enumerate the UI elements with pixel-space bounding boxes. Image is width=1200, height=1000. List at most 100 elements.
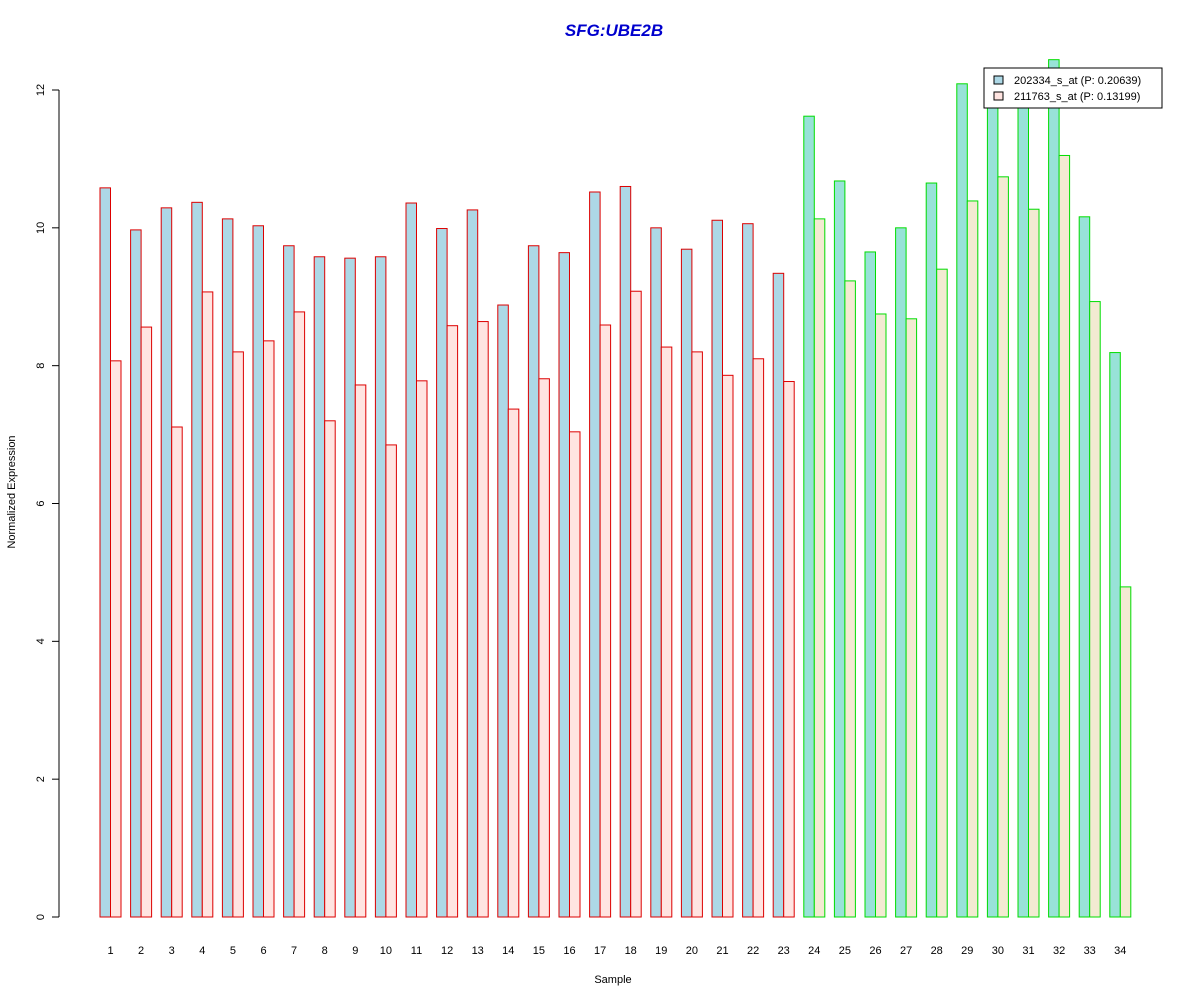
x-tick-label: 16 (563, 945, 575, 957)
x-axis-label: Sample (594, 974, 631, 986)
bar-series-1-sample-8 (313, 256, 326, 918)
bar-series-1-sample-17 (589, 191, 601, 918)
bar-series-1-sample-10 (374, 256, 387, 918)
x-tick-label: 12 (441, 945, 453, 957)
chart-title: SFG:UBE2B (565, 21, 663, 40)
bar-series-2-sample-15 (538, 378, 550, 918)
bar-series-2-sample-16 (569, 431, 581, 918)
bar-series-1-sample-12 (436, 228, 448, 918)
bar-series-2-sample-9 (354, 384, 367, 918)
x-tick-label: 2 (138, 945, 144, 957)
bar-series-2-sample-31 (1028, 208, 1040, 918)
x-tick-label: 11 (411, 945, 422, 957)
bar-series-1-sample-18 (619, 185, 632, 918)
legend-label-series-1: 202334_s_at (P: 0.20639) (1014, 75, 1141, 87)
x-tick-label: 22 (747, 945, 759, 957)
bar-series-2-sample-27 (905, 318, 918, 918)
legend-box (983, 67, 1163, 109)
x-tick-label: 8 (322, 945, 328, 957)
bar-series-1-sample-32 (1048, 59, 1060, 918)
y-tick-label: 6 (35, 500, 47, 506)
bar-series-1-sample-15 (527, 245, 540, 918)
x-tick-label: 14 (502, 945, 514, 957)
y-tick-label: 12 (35, 84, 47, 96)
bar-series-1-sample-9 (344, 257, 356, 918)
y-axis-label: Normalized Expression (6, 435, 18, 548)
bar-series-2-sample-4 (201, 291, 214, 918)
x-tick-label: 34 (1114, 945, 1126, 957)
bar-series-1-sample-21 (711, 219, 723, 918)
bars-group (99, 59, 1132, 918)
x-tick-label: 1 (107, 945, 113, 957)
bar-series-2-sample-30 (997, 176, 1009, 918)
x-tick-label: 5 (230, 945, 236, 957)
bar-series-2-sample-12 (446, 325, 459, 918)
bar-series-2-sample-14 (507, 408, 520, 918)
bar-series-2-sample-33 (1089, 301, 1101, 918)
bar-series-1-sample-22 (742, 223, 754, 918)
bar-series-1-sample-1 (99, 187, 111, 918)
bar-series-1-sample-31 (1017, 106, 1029, 918)
x-tick-label: 3 (169, 945, 175, 957)
x-tick-label: 28 (931, 945, 943, 957)
bar-series-2-sample-3 (171, 426, 183, 918)
legend-swatch-series-1 (993, 75, 1004, 85)
x-tick-label: 13 (472, 945, 484, 957)
bar-series-2-sample-34 (1119, 586, 1132, 918)
bar-series-2-sample-18 (630, 290, 642, 918)
bar-series-2-sample-1 (110, 360, 122, 918)
bar-series-2-sample-32 (1058, 154, 1071, 918)
bar-series-1-sample-30 (986, 106, 999, 918)
x-tick-label: 19 (655, 945, 667, 957)
legend: 202334_s_at (P: 0.20639) 211763_s_at (P:… (983, 67, 1163, 109)
bar-series-2-sample-24 (813, 218, 826, 918)
x-tick-label: 29 (961, 945, 973, 957)
x-tick-label: 17 (594, 945, 606, 957)
x-tick-labels: 1 2 3 4 5 6 7 8 9 10 11 12 13 14 15 16 17 18 19 20 21 22 23 24 2… (107, 945, 1126, 957)
y-tick-label: 4 (35, 638, 47, 644)
bar-series-1-sample-2 (130, 229, 142, 918)
y-axis: 0 2 4 6 8 10 12 (35, 84, 60, 920)
bar-series-1-sample-25 (833, 180, 846, 918)
bar-series-2-sample-13 (477, 321, 489, 918)
bar-series-2-sample-7 (293, 311, 306, 918)
bar-series-2-sample-11 (416, 380, 428, 918)
bar-series-1-sample-5 (221, 218, 234, 918)
legend-label-series-2: 211763_s_at (P: 0.13199) (1014, 91, 1140, 103)
bar-series-1-sample-6 (252, 225, 264, 918)
x-tick-label: 7 (291, 945, 297, 957)
x-tick-label: 27 (900, 945, 912, 957)
bar-series-2-sample-2 (140, 326, 153, 918)
y-tick-label: 2 (35, 776, 47, 782)
bar-series-2-sample-25 (844, 280, 856, 918)
x-tick-label: 30 (992, 945, 1004, 957)
bar-series-1-sample-27 (895, 227, 907, 918)
bar-series-2-sample-10 (385, 444, 397, 918)
y-tick-label: 0 (35, 914, 47, 920)
bar-series-2-sample-28 (936, 268, 948, 918)
bar-series-1-sample-34 (1109, 352, 1121, 918)
bar-series-1-sample-24 (803, 115, 815, 918)
bar-series-1-sample-13 (466, 209, 479, 918)
x-tick-label: 21 (716, 945, 728, 957)
bar-series-2-sample-17 (599, 324, 612, 918)
y-tick-label: 8 (35, 363, 47, 369)
x-tick-label: 24 (808, 945, 820, 957)
bar-series-1-sample-20 (680, 248, 693, 918)
x-tick-label: 26 (869, 945, 881, 957)
bar-series-1-sample-19 (650, 227, 662, 918)
bar-series-1-sample-11 (405, 202, 417, 918)
x-tick-label: 31 (1022, 945, 1034, 957)
x-tick-label: 10 (380, 945, 392, 957)
x-tick-label: 4 (199, 945, 205, 957)
bar-series-1-sample-23 (772, 272, 785, 918)
bar-series-1-sample-28 (925, 182, 938, 918)
bar-series-1-sample-4 (191, 201, 203, 918)
x-tick-label: 23 (778, 945, 790, 957)
x-tick-label: 18 (625, 945, 637, 957)
bar-series-2-sample-29 (966, 200, 979, 918)
x-tick-label: 9 (352, 945, 358, 957)
bar-series-2-sample-21 (722, 374, 734, 918)
x-tick-label: 33 (1084, 945, 1096, 957)
